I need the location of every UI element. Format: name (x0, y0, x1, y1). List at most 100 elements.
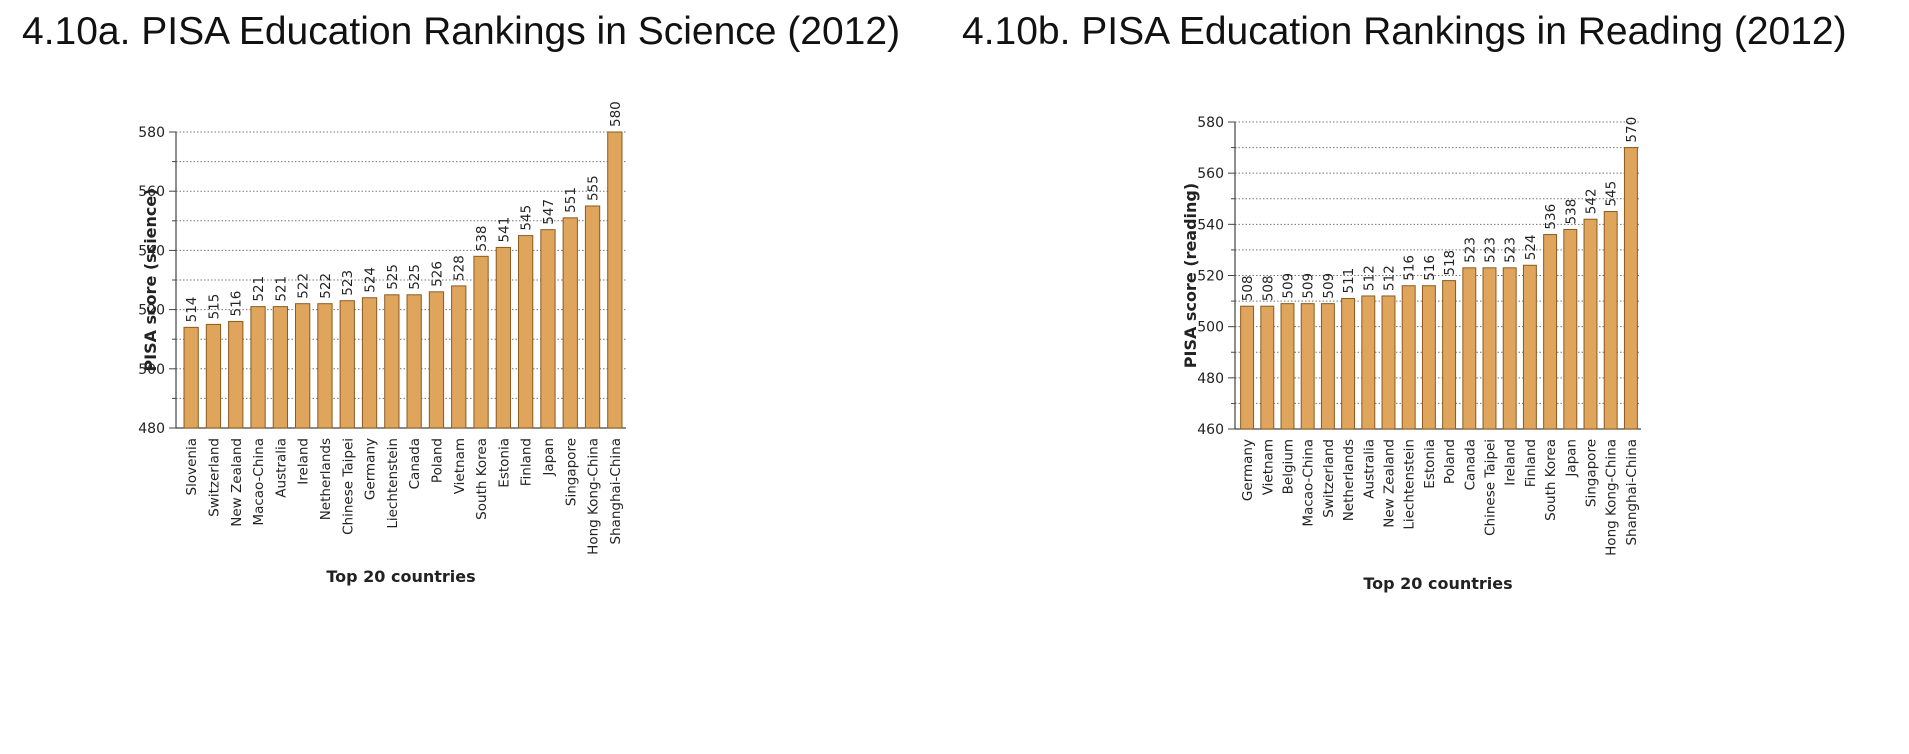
charta-value-label: 521 (273, 276, 289, 302)
charta-category-label: Macao-China (251, 438, 267, 526)
charta-category-label: Singapore (563, 438, 579, 506)
charta-bar (183, 326, 199, 429)
charta-bar (384, 294, 400, 429)
chartb-value-label: 509 (1321, 273, 1337, 299)
charta-value-label: 547 (541, 199, 557, 225)
chartb-y-axis-title: PISA score (reading) (1181, 183, 1200, 368)
chartb-category-label: Vietnam (1260, 439, 1276, 495)
chartb-value-label: 538 (1563, 199, 1579, 225)
chartb-value-label: 516 (1422, 255, 1438, 281)
chartb-category-label: Ireland (1503, 439, 1519, 486)
charta-bar (518, 235, 534, 429)
charta-value-label: 524 (363, 267, 379, 293)
charta-value-label: 580 (608, 101, 624, 127)
charta-y-axis-title: PISA score (science) (141, 188, 160, 371)
charta-bar (205, 323, 222, 429)
charta-value-label: 521 (251, 276, 267, 302)
chartb-category-label: Japan (1563, 439, 1579, 478)
chartb-bar (1543, 234, 1558, 430)
charta-bar (339, 300, 355, 429)
chart-title-reading: 4.10b. PISA Education Rankings in Readin… (962, 10, 1847, 53)
chartb-bar (1381, 295, 1396, 430)
chartb-bar (1300, 303, 1315, 430)
charta-value-label: 522 (296, 273, 312, 299)
chartb-value-label: 523 (1483, 237, 1499, 263)
chartb-category-label: Shanghai-China (1624, 439, 1640, 546)
charta-value-label: 515 (206, 294, 222, 320)
charta-bar (562, 217, 578, 429)
charta-category-label: Ireland (296, 438, 312, 485)
reading-chart-panel: 460 480 500 520 540 560 580 508 Germany 508 Vietna… (1090, 80, 1909, 749)
charta-bar (473, 255, 489, 429)
charta-bar (250, 306, 266, 429)
chartb-bar (1260, 305, 1275, 430)
chartb-value-label: 512 (1361, 265, 1377, 291)
chartb-category-label: Belgium (1281, 439, 1297, 494)
chartb-y-tick-label: 560 (1197, 166, 1224, 182)
chartb-category-label: South Korea (1543, 439, 1559, 521)
chartb-y-tick-label: 540 (1197, 217, 1224, 233)
charta-y-tick-label: 480 (138, 421, 165, 437)
charta-value-label: 528 (452, 255, 468, 281)
charta-y-tick-label: 500 (138, 362, 165, 378)
charta-category-label: Netherlands (318, 438, 334, 520)
charta-x-axis-title: Top 20 countries (326, 567, 475, 586)
chartb-bar (1563, 228, 1578, 430)
chart-title-science: 4.10a. PISA Education Rankings in Scienc… (22, 10, 901, 53)
charta-y-tick-label: 560 (138, 184, 165, 200)
charta-category-label: Chinese Taipei (340, 438, 356, 535)
charta-bar (540, 229, 556, 429)
chartb-value-label: 516 (1402, 255, 1418, 281)
chartb-bar (1280, 303, 1295, 430)
chartb-bar (1462, 267, 1477, 430)
charta-category-label: Switzerland (206, 438, 222, 517)
charta-category-label: Germany (363, 438, 379, 500)
charta-category-label: Finland (519, 438, 535, 486)
chartb-category-label: Australia (1361, 439, 1377, 499)
chartb-value-label: 536 (1543, 204, 1559, 230)
chartb-category-label: Poland (1442, 439, 1458, 484)
chartb-value-label: 509 (1301, 273, 1317, 299)
chartb-category-label: Chinese Taipei (1483, 439, 1499, 536)
chartb-bar (1583, 218, 1598, 430)
charta-bar (295, 303, 311, 429)
chartb-value-label: 542 (1584, 188, 1600, 214)
charta-value-label: 541 (496, 217, 512, 243)
chartb-category-label: Liechtenstein (1402, 439, 1418, 530)
charta-bar (584, 205, 601, 429)
charta-bar (272, 306, 288, 429)
charta-category-label: Poland (429, 438, 445, 483)
chartb-value-label: 523 (1503, 237, 1519, 263)
charta-bar (451, 285, 467, 429)
chartb-value-label: 524 (1523, 234, 1539, 260)
charta-bar (361, 297, 378, 429)
chartb-bar (1341, 298, 1356, 430)
charta-category-label: Shanghai-China (608, 438, 624, 545)
science-bar-chart: 480 500 520 540 560 580 514 Slovenia 515 Switzerl… (138, 101, 626, 586)
charta-category-label: Slovenia (184, 438, 200, 495)
charta-value-label: 545 (519, 205, 535, 231)
chartb-category-label: Hong Kong-China (1604, 439, 1620, 556)
charta-value-label: 538 (474, 226, 490, 252)
charta-value-label: 522 (318, 273, 334, 299)
chartb-bar (1482, 267, 1497, 430)
chartb-value-label: 511 (1341, 268, 1357, 294)
chartb-value-label: 508 (1240, 275, 1256, 301)
charta-bar (607, 131, 623, 429)
chartb-category-label: Canada (1462, 439, 1478, 490)
chartb-category-label: Germany (1240, 439, 1256, 501)
chartb-category-label: Estonia (1422, 439, 1438, 489)
chartb-bar (1623, 147, 1638, 430)
science-chart-panel: 480 500 520 540 560 580 514 Slovenia 515 Switzerl… (20, 80, 920, 749)
charta-category-label: South Korea (474, 438, 490, 520)
charta-value-label: 555 (586, 175, 602, 201)
charta-category-label: Estonia (496, 438, 512, 488)
reading-bar-chart: 460 480 500 520 540 560 580 508 Germany 508 Vietna… (1181, 115, 1641, 593)
chartb-category-label: New Zealand (1382, 439, 1398, 528)
charta-category-label: Vietnam (452, 438, 468, 494)
charta-bar (228, 320, 244, 429)
chartb-bar (1603, 211, 1618, 430)
charta-category-label: Canada (407, 438, 423, 489)
charta-bar (428, 291, 445, 429)
charta-bar (495, 246, 511, 429)
